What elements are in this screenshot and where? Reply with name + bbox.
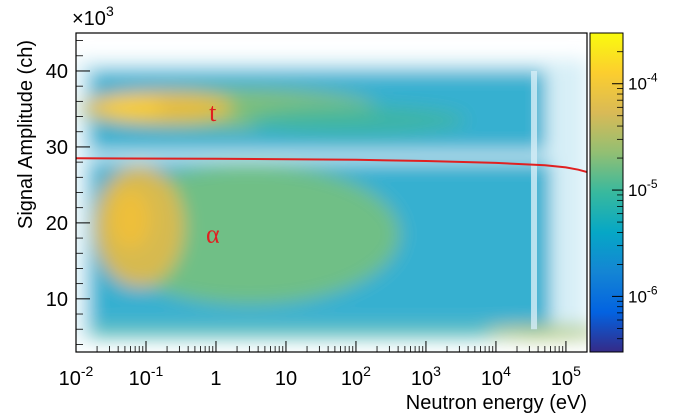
density-band-alpha-peak — [110, 189, 151, 250]
x-axis: 10-2 10-1 1 10 102 103 104 105 — [59, 341, 588, 390]
colorbar-frame — [589, 32, 624, 353]
y-axis: 10 20 30 40 — [46, 40, 90, 345]
threshold-line — [76, 157, 587, 173]
y-tick-label: 40 — [46, 61, 68, 83]
band-annotations: tα — [206, 98, 220, 249]
x-tick-label: 1 — [210, 368, 221, 390]
y-axis-title: Signal Amplitude (ch) — [15, 40, 37, 229]
heatmap-density — [76, 59, 587, 341]
x-tick-label: 105 — [551, 363, 581, 390]
x-tick-label: 10-1 — [129, 363, 164, 390]
band-label: t — [209, 98, 217, 127]
density-resonance-gap — [531, 70, 538, 330]
x-axis-title: Neutron energy (eV) — [406, 392, 587, 414]
x-tick-label: 10 — [275, 368, 297, 390]
density-band-low-tail — [484, 326, 587, 339]
density-band-t-peak — [98, 96, 163, 119]
band-label: α — [206, 219, 220, 248]
x-tick-label: 102 — [341, 363, 371, 390]
colorbar-gradient — [590, 33, 623, 352]
y-tick-label: 10 — [46, 289, 68, 311]
threshold-curve — [76, 157, 587, 173]
colorbar-tick-label: 10-4 — [628, 71, 658, 94]
colorbar-tick-label: 10-6 — [628, 283, 658, 306]
density-band-t-tail — [245, 106, 466, 135]
y-multiplier-label: ×103 — [72, 3, 114, 30]
y-tick-label: 20 — [46, 213, 68, 235]
x-tick-label: 103 — [411, 363, 441, 390]
y-tick-label: 30 — [46, 137, 68, 159]
x-tick-label: 104 — [481, 363, 511, 390]
density-band-low — [90, 326, 581, 337]
colorbar-tick-label: 10-5 — [628, 177, 658, 200]
colorbar: 10-6 10-5 10-4 — [589, 32, 658, 353]
x-tick-label: 10-2 — [59, 363, 94, 390]
